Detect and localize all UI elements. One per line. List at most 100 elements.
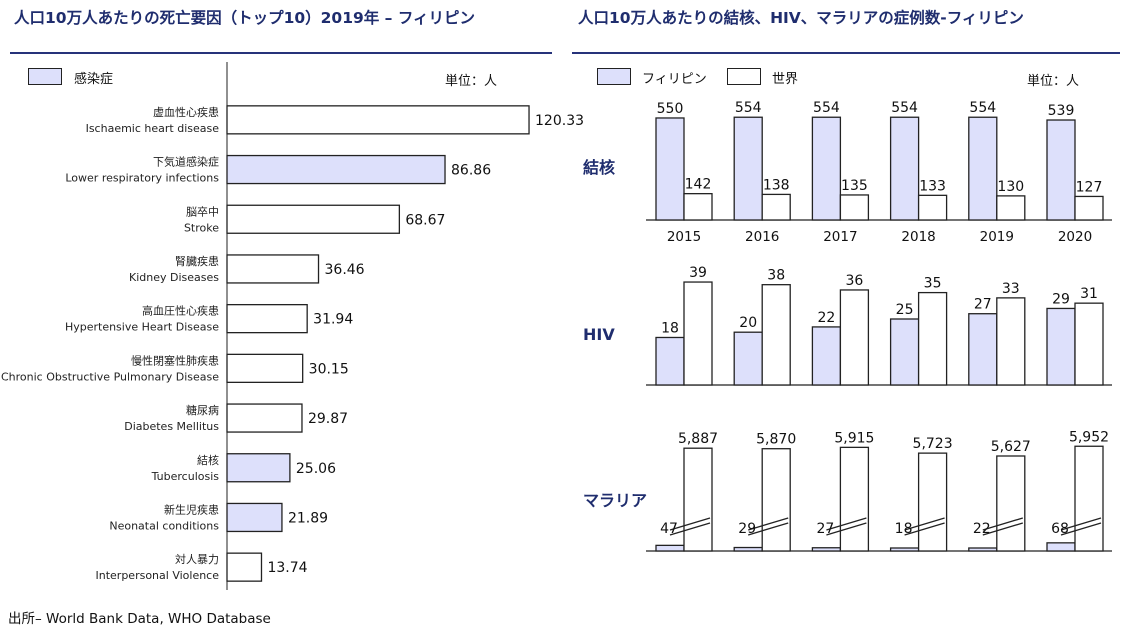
philippines-bar bbox=[811, 116, 842, 221]
panel-label: HIV bbox=[583, 325, 615, 344]
philippines-value: 29 bbox=[1052, 291, 1070, 307]
death-cause-bar bbox=[226, 105, 530, 135]
world-value: 36 bbox=[845, 273, 863, 289]
death-cause-value: 120.33 bbox=[535, 113, 584, 129]
death-cause-label-ja: 高血圧性心疾患 bbox=[142, 304, 219, 318]
philippines-value: 554 bbox=[813, 100, 840, 116]
death-cause-value: 30.15 bbox=[309, 361, 349, 377]
death-cause-bar bbox=[226, 254, 320, 284]
world-bar bbox=[996, 455, 1026, 552]
philippines-bar bbox=[1046, 307, 1076, 386]
philippines-bar bbox=[968, 116, 998, 221]
death-cause-label-ja: 脳卒中 bbox=[186, 204, 219, 218]
death-cause-label-ja: 慢性閉塞性肺疾患 bbox=[131, 353, 219, 367]
world-bar bbox=[1074, 302, 1104, 386]
death-cause-label-ja: 虚血性心疾患 bbox=[153, 105, 219, 119]
philippines-bar bbox=[733, 546, 763, 552]
panel-label: マラリア bbox=[583, 491, 647, 510]
philippines-bar bbox=[1046, 119, 1076, 221]
axis-break-mark bbox=[748, 517, 789, 531]
death-cause-value: 13.74 bbox=[267, 560, 307, 576]
philippines-value: 539 bbox=[1048, 103, 1075, 119]
year-tick-label: 2015 bbox=[667, 229, 701, 245]
axis-break-mark bbox=[904, 517, 945, 531]
world-value: 5,887 bbox=[678, 431, 718, 447]
death-cause-label-en: Ischaemic heart disease bbox=[86, 122, 220, 135]
axis-break-mark bbox=[748, 522, 789, 536]
year-tick-label: 2020 bbox=[1058, 229, 1092, 245]
philippines-value: 18 bbox=[661, 320, 679, 336]
axis-break-mark bbox=[982, 517, 1023, 531]
world-bar bbox=[683, 447, 713, 552]
death-cause-value: 86.86 bbox=[451, 163, 491, 179]
philippines-value: 27 bbox=[974, 297, 992, 313]
philippines-bar bbox=[655, 544, 685, 552]
axis-break-mark bbox=[826, 517, 867, 531]
legend-label-philippines: フィリピン bbox=[642, 72, 707, 87]
left-title-rule bbox=[10, 52, 552, 54]
legend-label-world: 世界 bbox=[772, 72, 799, 87]
world-bar bbox=[917, 452, 948, 552]
death-cause-bar bbox=[226, 552, 263, 582]
philippines-value: 550 bbox=[657, 101, 684, 117]
death-cause-value: 25.06 bbox=[296, 461, 336, 477]
world-bar bbox=[761, 193, 791, 221]
world-value: 5,870 bbox=[756, 432, 796, 448]
philippines-bar bbox=[889, 318, 920, 386]
axis-break-mark bbox=[982, 522, 1023, 536]
philippines-value: 25 bbox=[896, 302, 914, 318]
axis-break-mark bbox=[826, 522, 867, 536]
philippines-value: 27 bbox=[816, 521, 834, 537]
world-bar bbox=[1074, 195, 1104, 221]
world-value: 127 bbox=[1076, 179, 1103, 195]
world-value: 38 bbox=[767, 268, 785, 284]
death-cause-bar bbox=[226, 204, 401, 234]
philippines-value: 554 bbox=[735, 100, 762, 116]
world-bar bbox=[761, 284, 791, 386]
philippines-bar bbox=[655, 336, 685, 386]
death-cause-label-ja: 下気道感染症 bbox=[153, 155, 219, 169]
death-cause-label-en: Hypertensive Heart Disease bbox=[65, 321, 219, 334]
philippines-value: 29 bbox=[738, 521, 756, 537]
world-bar bbox=[839, 289, 870, 386]
world-value: 135 bbox=[841, 178, 868, 194]
death-cause-bar bbox=[226, 154, 446, 185]
world-value: 33 bbox=[1002, 281, 1020, 297]
right-unit-label: 単位：人 bbox=[1027, 74, 1080, 89]
death-cause-label-en: Lower respiratory infections bbox=[65, 172, 219, 185]
death-cause-value: 21.89 bbox=[288, 510, 328, 526]
philippines-bar bbox=[733, 331, 763, 386]
death-cause-label-ja: 新生児疾患 bbox=[164, 502, 219, 516]
world-value: 138 bbox=[763, 177, 790, 193]
world-value: 142 bbox=[685, 177, 712, 193]
axis-break-mark bbox=[1060, 522, 1102, 536]
death-cause-label-en: Chronic Obstructive Pulmonary Disease bbox=[1, 370, 219, 383]
axis-break-mark bbox=[1060, 517, 1102, 531]
philippines-value: 22 bbox=[817, 310, 835, 326]
year-tick-label: 2017 bbox=[823, 229, 857, 245]
panel-label: 結核 bbox=[583, 158, 615, 177]
world-bar bbox=[839, 446, 870, 552]
axis-break-mark bbox=[669, 522, 711, 536]
death-cause-label-ja: 対人暴力 bbox=[175, 552, 219, 566]
death-cause-label-en: Diabetes Mellitus bbox=[124, 420, 219, 433]
death-cause-label-en: Interpersonal Violence bbox=[96, 569, 220, 582]
legend-label-infectious: 感染症 bbox=[74, 72, 114, 87]
death-cause-label-ja: 腎臓疾患 bbox=[175, 254, 219, 268]
death-cause-label-en: Stroke bbox=[184, 221, 219, 234]
philippines-value: 47 bbox=[660, 521, 678, 537]
legend-swatch-philippines bbox=[597, 68, 631, 85]
axis-break-mark bbox=[904, 522, 945, 536]
world-bar bbox=[996, 195, 1026, 221]
left-unit-label: 単位：人 bbox=[445, 74, 498, 89]
philippines-bar bbox=[968, 313, 998, 386]
world-bar bbox=[839, 194, 870, 221]
death-cause-value: 68.67 bbox=[405, 212, 445, 228]
death-cause-bar bbox=[226, 403, 303, 433]
world-value: 35 bbox=[924, 276, 942, 292]
right-chart-title: 人口10万人あたりの結核、HIV、マラリアの症例数-フィリピン bbox=[578, 9, 1024, 27]
philippines-bar bbox=[811, 547, 842, 552]
death-cause-bar bbox=[226, 353, 304, 384]
death-cause-label-ja: 糖尿病 bbox=[186, 403, 219, 417]
death-cause-label-en: Neonatal conditions bbox=[109, 519, 219, 532]
